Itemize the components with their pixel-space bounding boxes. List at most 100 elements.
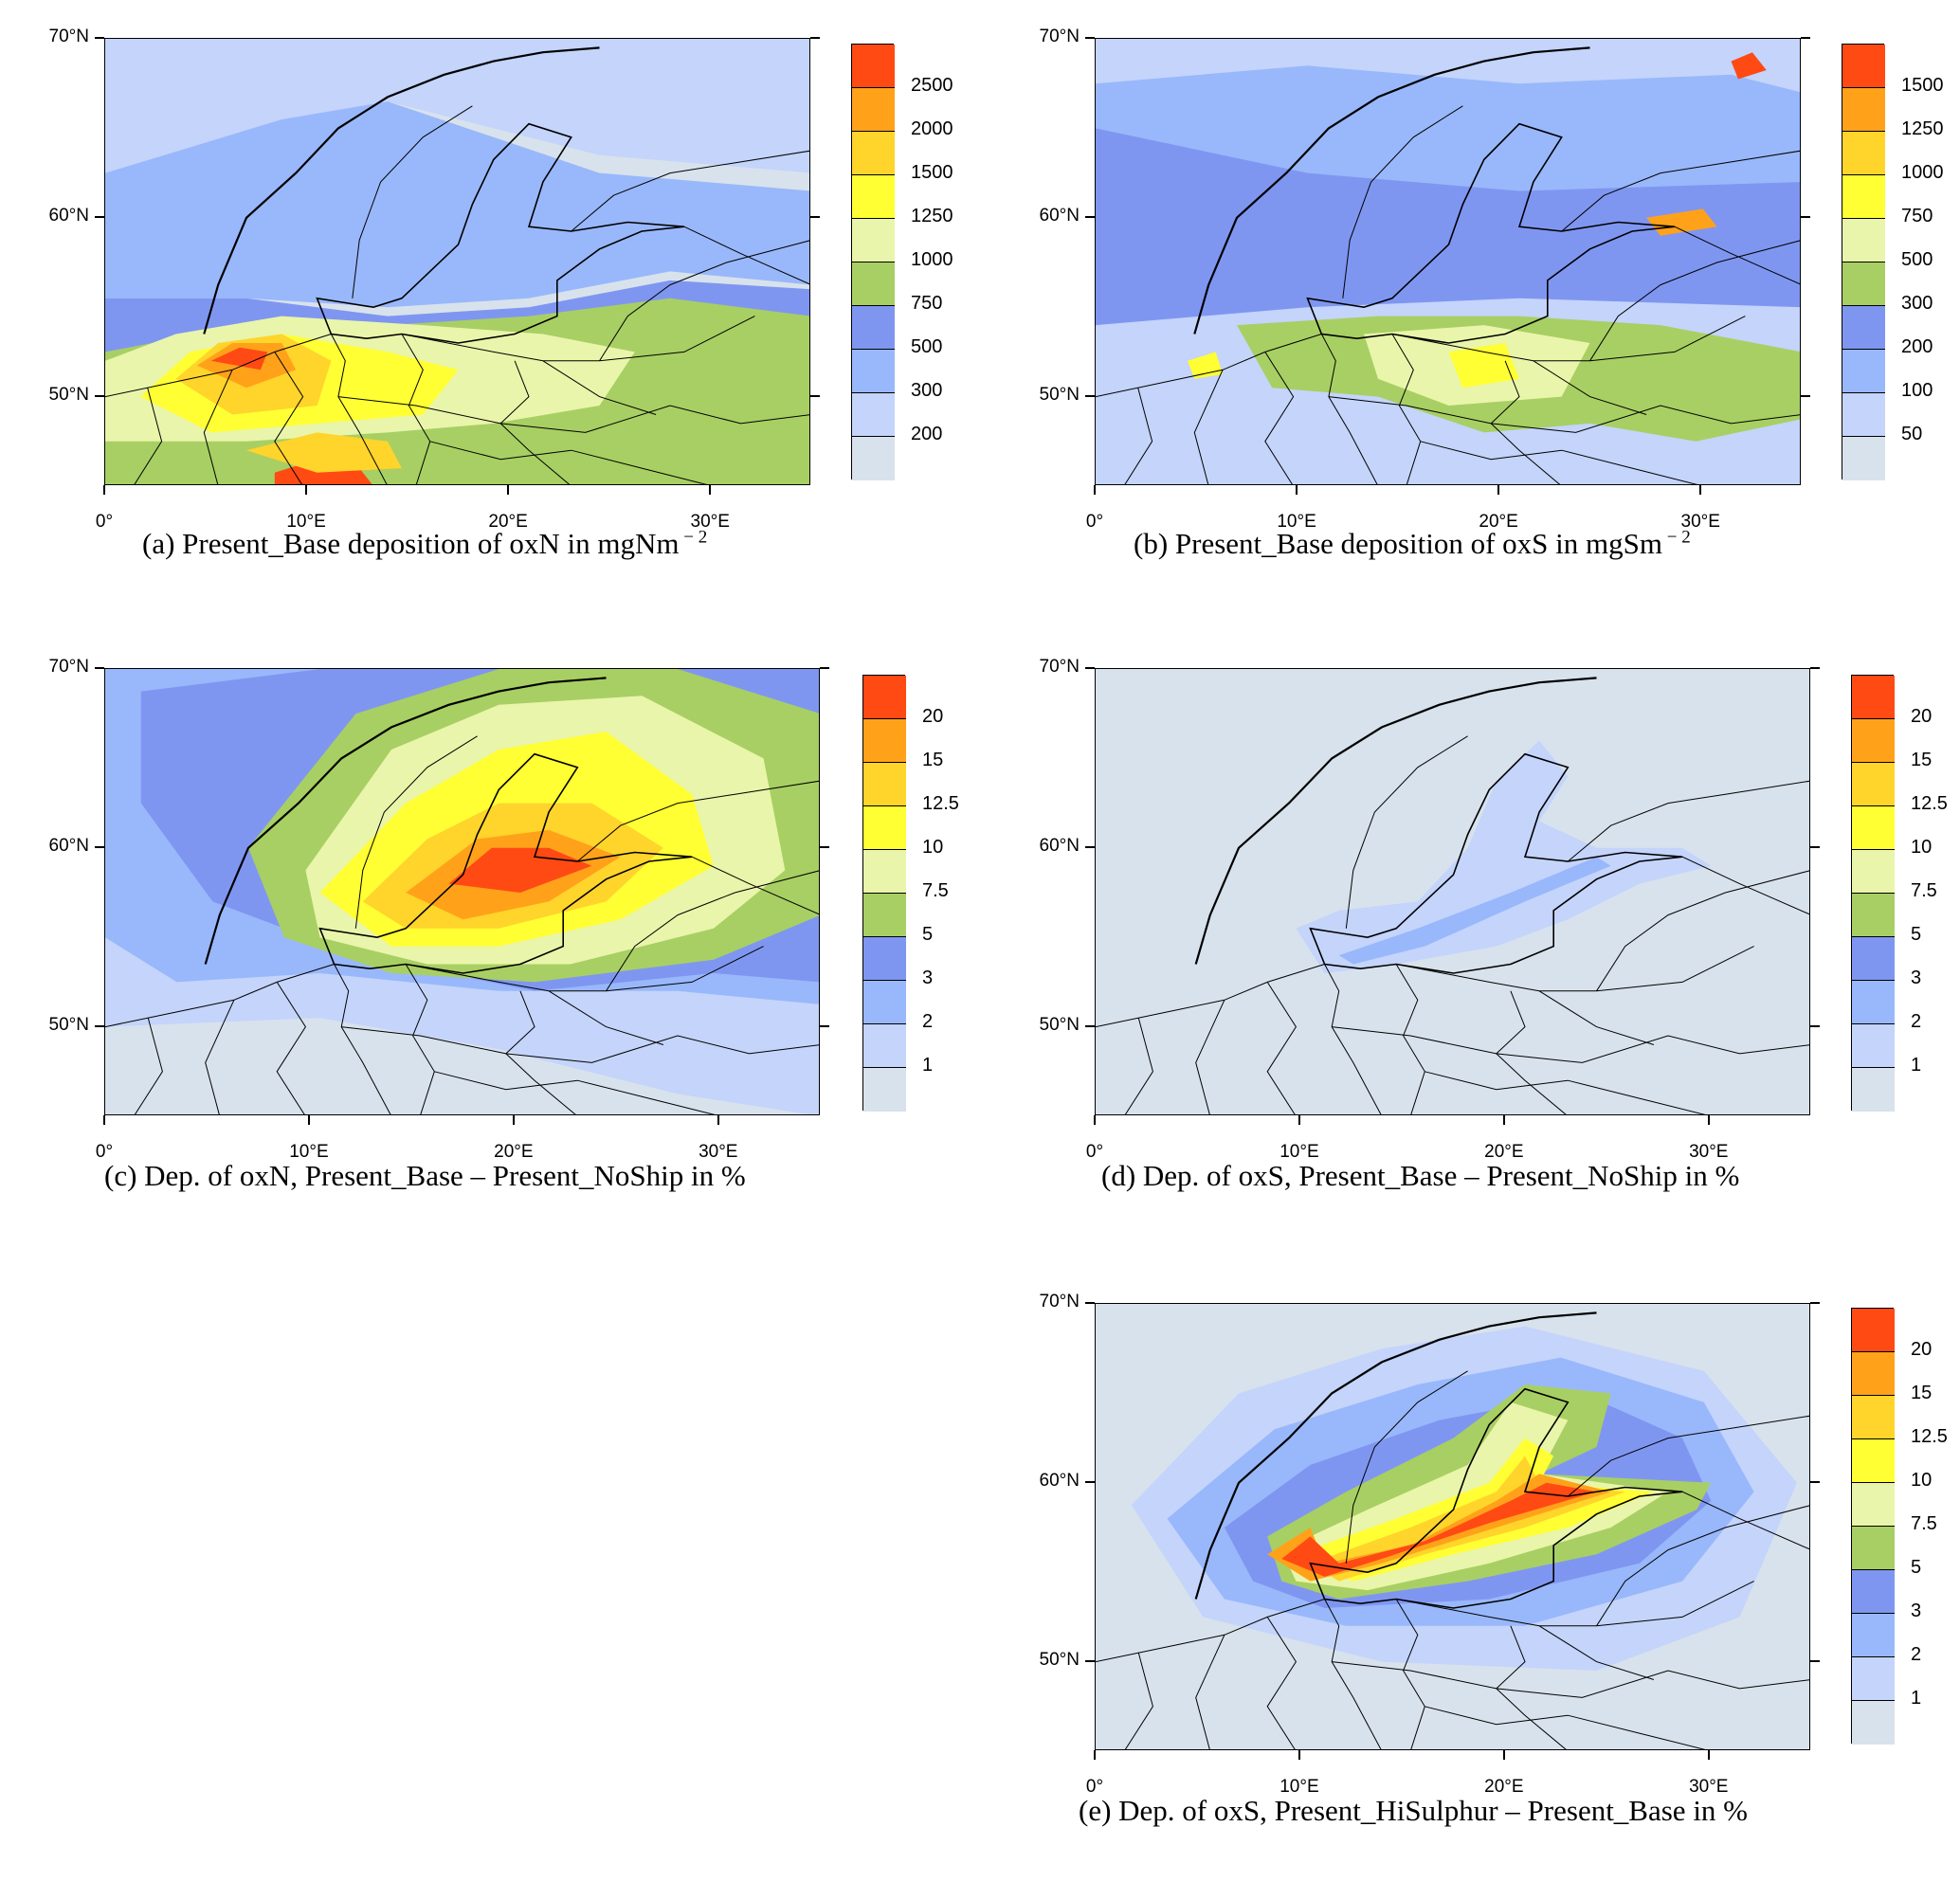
colorbar-swatch [1852, 981, 1895, 1024]
country-border [337, 396, 809, 433]
country-border [1396, 946, 1754, 992]
country-border [1332, 1661, 1809, 1698]
contour-region [105, 39, 809, 173]
country-border [1681, 1491, 1809, 1550]
country-border [691, 856, 819, 915]
lon-label: 0° [95, 1142, 114, 1162]
lat-tick [1085, 215, 1095, 218]
deposition-map [105, 39, 809, 484]
lon-label: 0° [1085, 512, 1104, 532]
country-border [1395, 1599, 1425, 1749]
deposition-map [1096, 669, 1809, 1114]
lon-tick [1699, 485, 1702, 495]
country-border [1195, 1635, 1225, 1749]
lat-label: 70°N [1039, 27, 1080, 46]
colorbar-label: 3 [922, 968, 934, 988]
colorbar-swatch [1852, 1483, 1895, 1527]
country-border [1538, 1625, 1655, 1680]
lat-label: 60°N [1039, 205, 1080, 226]
lat-tick [1810, 1302, 1820, 1304]
country-border [276, 982, 306, 1114]
country-border [1124, 1653, 1153, 1749]
panel-caption: (d) Dep. of oxS, Present_Base – Present_… [1101, 1159, 1739, 1193]
coastline [1194, 677, 1597, 965]
caption-text: (e) Dep. of oxS, Present_HiSulphur – Pre… [1079, 1794, 1749, 1827]
colorbar-swatch [852, 350, 895, 393]
colorbar-swatch [852, 45, 895, 88]
lon-tick [709, 485, 712, 495]
contour-region [1646, 208, 1717, 236]
contour-region [1448, 343, 1519, 389]
coastline [1193, 46, 1590, 335]
lat-tick [1085, 1480, 1095, 1483]
map-frame [1095, 668, 1810, 1115]
contour-region [1338, 857, 1611, 965]
country-border [548, 990, 664, 1045]
panel-caption: (c) Dep. of oxN, Present_Base – Present_… [104, 1159, 746, 1193]
colorbar-swatch [1852, 676, 1895, 719]
colorbar-label: 1 [922, 1055, 934, 1076]
lat-tick [1085, 37, 1095, 39]
contour-region [105, 101, 809, 308]
country-border [1342, 105, 1463, 298]
country-border [1567, 1415, 1809, 1497]
colorbar-swatch [1842, 437, 1885, 480]
colorbar-label: 2 [1911, 1011, 1922, 1032]
lat-label: 60°N [1039, 1470, 1080, 1491]
panel-caption: (b) Present_Base deposition of oxS in mg… [1134, 527, 1691, 561]
lat-label: 70°N [1039, 1292, 1080, 1311]
colorbar-label: 10 [922, 837, 944, 858]
lat-tick [1801, 215, 1810, 218]
lon-tick [103, 485, 105, 495]
colorbar-label: 12.5 [1911, 793, 1948, 814]
lat-tick [1810, 1480, 1820, 1483]
colorbar-label: 200 [911, 424, 943, 444]
colorbar-swatch [1852, 806, 1895, 850]
colorbar-label: 300 [1901, 293, 1933, 314]
country-border [1266, 1617, 1297, 1749]
colorbar-swatch [863, 981, 906, 1024]
country-border [1396, 1581, 1754, 1627]
colorbar-label: 1250 [1901, 118, 1944, 139]
country-border [1425, 1706, 1706, 1749]
colorbar-swatch [1852, 894, 1895, 937]
country-border [1345, 735, 1468, 929]
lon-tick [307, 1115, 310, 1125]
colorbar-label: 7.5 [1911, 880, 1937, 901]
contour-region [246, 432, 402, 473]
lon-tick [1296, 485, 1298, 495]
colorbar-swatch [1852, 1352, 1895, 1396]
country-border [599, 240, 809, 362]
colorbar-label: 10 [1911, 1470, 1933, 1491]
colorbar-swatch [852, 437, 895, 480]
country-border [1567, 780, 1809, 862]
colorbar-swatch [1842, 350, 1885, 393]
lon-tick [305, 485, 308, 495]
lon-tick [1094, 485, 1096, 495]
lon-tick [1707, 1115, 1710, 1125]
country-border [542, 360, 657, 415]
lon-label: 30°E [1689, 1777, 1729, 1797]
country-border [434, 1071, 716, 1114]
lat-tick [810, 215, 820, 218]
colorbar-swatch [863, 806, 906, 850]
caption-text: (d) Dep. of oxS, Present_Base – Present_… [1101, 1159, 1740, 1192]
caption-text: (a) Present_Base deposition of oxN in mg… [142, 527, 680, 560]
lon-label: 30°E [1680, 512, 1720, 532]
colorbar [862, 675, 906, 1112]
lon-label: 10°E [1277, 512, 1316, 532]
colorbar-label: 300 [911, 380, 943, 401]
lat-label: 70°N [48, 657, 89, 677]
country-border [406, 946, 764, 992]
colorbar-swatch [1842, 262, 1885, 306]
lat-label: 70°N [1039, 657, 1080, 677]
colorbar-swatch [852, 219, 895, 262]
colorbar-label: 7.5 [922, 880, 949, 901]
lon-label: 20°E [494, 1142, 534, 1162]
caption-superscript: − 2 [1661, 527, 1691, 548]
lon-label: 10°E [289, 1142, 329, 1162]
lon-tick [507, 485, 510, 495]
lat-tick [1085, 394, 1095, 397]
colorbar-label: 1500 [911, 162, 953, 183]
colorbar-swatch [1852, 937, 1895, 981]
